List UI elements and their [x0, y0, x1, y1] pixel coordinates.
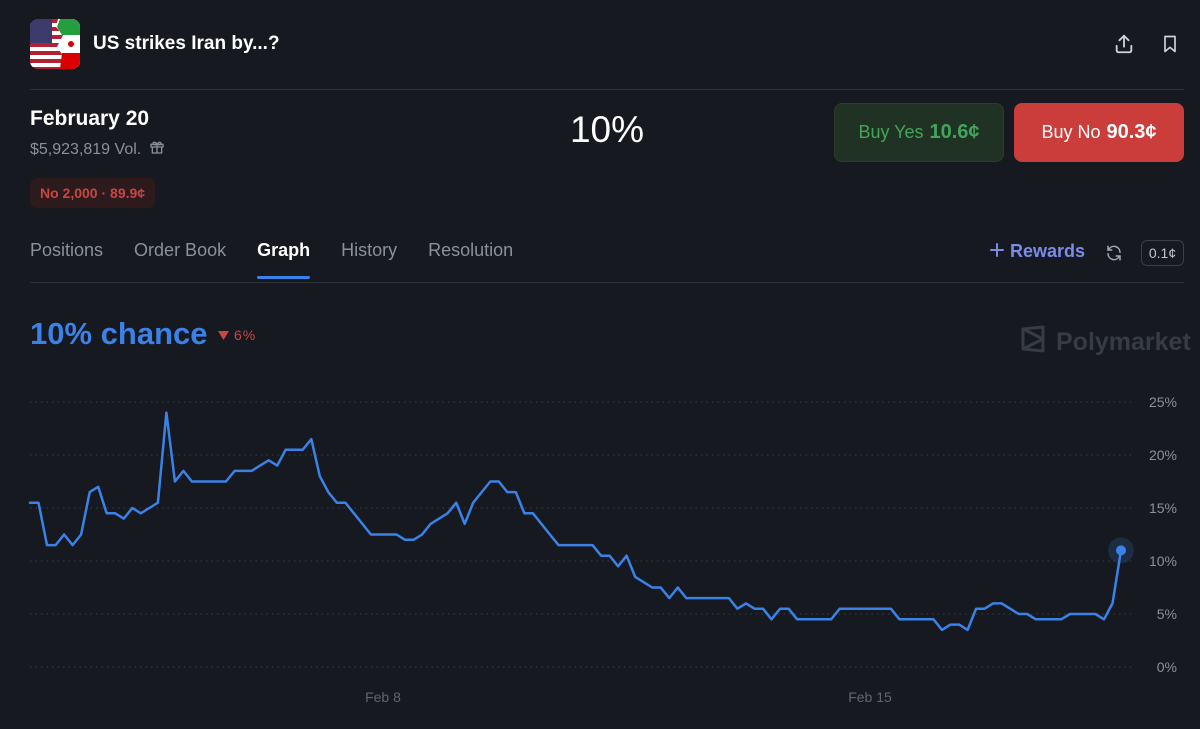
- buy-yes-button[interactable]: Buy Yes 10.6¢: [834, 103, 1004, 162]
- buy-yes-price: 10.6¢: [929, 121, 980, 143]
- probability-chart: 25% 20% 15% 10% 5% 0% Feb 8 Feb 15: [28, 394, 1177, 705]
- change-value: 6%: [234, 327, 257, 343]
- tab-resolution[interactable]: Resolution: [428, 240, 514, 260]
- share-icon[interactable]: [1110, 30, 1138, 58]
- position-badge[interactable]: No 2,000 · 89.9¢: [30, 178, 156, 208]
- y-tick-label: 25%: [1149, 394, 1177, 410]
- date-option-title: February 20: [30, 107, 150, 130]
- us-iran-flag-icon: [30, 19, 80, 69]
- y-tick-label: 10%: [1149, 553, 1177, 569]
- polymarket-watermark: Polymarket: [1020, 325, 1191, 360]
- refresh-icon[interactable]: [1102, 241, 1126, 265]
- rewards-label: Rewards: [1010, 241, 1086, 261]
- tab-order-book[interactable]: Order Book: [134, 240, 227, 260]
- polymarket-logo-icon: [1020, 325, 1046, 360]
- gift-icon[interactable]: [149, 139, 165, 160]
- bookmark-icon[interactable]: [1156, 30, 1184, 58]
- volume-text: $5,923,819 Vol.: [30, 140, 142, 158]
- current-point[interactable]: [1116, 545, 1126, 556]
- header-divider: [30, 89, 1184, 90]
- polymarket-brand-text: Polymarket: [1056, 328, 1191, 356]
- x-tick-label: Feb 15: [848, 689, 892, 705]
- market-tabs: Positions Order Book Graph History Resol…: [30, 240, 513, 279]
- tabs-divider: [30, 282, 1184, 283]
- y-tick-label: 5%: [1157, 606, 1177, 622]
- plus-icon: [990, 241, 1004, 262]
- y-tick-label: 15%: [1149, 500, 1177, 516]
- market-title: US strikes Iran by...?: [93, 33, 280, 54]
- buy-no-label: Buy No: [1041, 122, 1101, 142]
- tab-positions[interactable]: Positions: [30, 240, 104, 260]
- y-tick-label: 20%: [1149, 447, 1177, 463]
- volume-row: $5,923,819 Vol.: [30, 139, 165, 160]
- x-tick-label: Feb 8: [365, 689, 401, 705]
- down-triangle-icon: [218, 327, 229, 343]
- chance-headline: 10% chance: [30, 316, 208, 351]
- tick-size-selector[interactable]: 0.1¢: [1141, 240, 1184, 266]
- buy-no-price: 90.3¢: [1106, 121, 1157, 143]
- tab-graph[interactable]: Graph: [257, 240, 311, 279]
- rewards-button[interactable]: Rewards: [990, 241, 1085, 262]
- series-line: [28, 411, 1123, 632]
- buy-yes-label: Buy Yes: [858, 122, 924, 142]
- y-tick-label: 0%: [1157, 659, 1177, 675]
- change-indicator: 6%: [218, 327, 256, 343]
- buy-no-button[interactable]: Buy No 90.3¢: [1014, 103, 1184, 162]
- market-header: US strikes Iran by...?: [30, 18, 1184, 70]
- current-probability: 10%: [569, 109, 645, 150]
- tab-history[interactable]: History: [341, 240, 398, 260]
